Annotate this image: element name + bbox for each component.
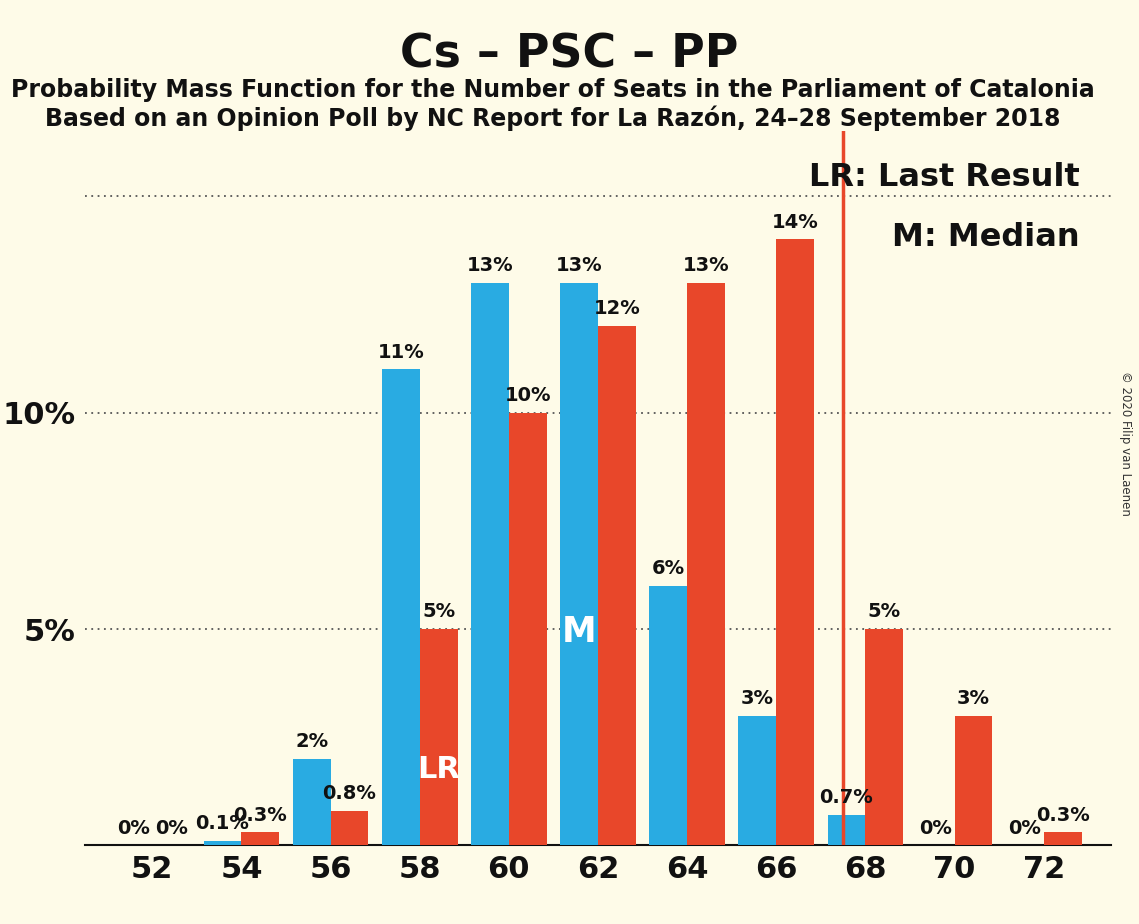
- Bar: [866, 629, 903, 845]
- Text: LR: Last Result: LR: Last Result: [809, 162, 1080, 192]
- Text: 0%: 0%: [1008, 819, 1041, 838]
- Text: M: M: [562, 614, 597, 649]
- Bar: [649, 586, 687, 845]
- Bar: [560, 283, 598, 845]
- Text: 13%: 13%: [556, 256, 603, 275]
- Bar: [330, 811, 368, 845]
- Text: 0.1%: 0.1%: [196, 814, 249, 833]
- Text: 2%: 2%: [295, 732, 328, 751]
- Bar: [777, 239, 814, 845]
- Bar: [204, 841, 241, 845]
- Bar: [738, 715, 777, 845]
- Bar: [598, 326, 636, 845]
- Text: 13%: 13%: [682, 256, 729, 275]
- Bar: [1043, 833, 1082, 845]
- Text: 10%: 10%: [505, 386, 551, 405]
- Bar: [470, 283, 509, 845]
- Text: 0.3%: 0.3%: [233, 806, 287, 825]
- Text: Cs – PSC – PP: Cs – PSC – PP: [400, 32, 739, 78]
- Bar: [293, 759, 330, 845]
- Text: 0%: 0%: [117, 819, 149, 838]
- Bar: [687, 283, 726, 845]
- Text: 0.7%: 0.7%: [820, 788, 874, 808]
- Text: 0%: 0%: [919, 819, 952, 838]
- Text: 0%: 0%: [155, 819, 188, 838]
- Text: 13%: 13%: [467, 256, 514, 275]
- Text: © 2020 Filip van Laenen: © 2020 Filip van Laenen: [1118, 371, 1132, 516]
- Bar: [419, 629, 458, 845]
- Text: 3%: 3%: [957, 688, 990, 708]
- Text: 5%: 5%: [868, 602, 901, 621]
- Text: 14%: 14%: [772, 213, 819, 232]
- Text: 0.8%: 0.8%: [322, 784, 376, 803]
- Bar: [509, 413, 547, 845]
- Bar: [954, 715, 992, 845]
- Bar: [828, 815, 866, 845]
- Text: Probability Mass Function for the Number of Seats in the Parliament of Catalonia: Probability Mass Function for the Number…: [10, 78, 1095, 102]
- Text: 5%: 5%: [423, 602, 456, 621]
- Text: M: Median: M: Median: [892, 222, 1080, 253]
- Text: LR: LR: [417, 755, 460, 784]
- Text: 6%: 6%: [652, 559, 685, 578]
- Text: 0.3%: 0.3%: [1035, 806, 1090, 825]
- Bar: [382, 370, 419, 845]
- Text: 12%: 12%: [593, 299, 640, 318]
- Text: 11%: 11%: [377, 343, 424, 361]
- Bar: [241, 833, 279, 845]
- Text: 3%: 3%: [740, 688, 773, 708]
- Text: Based on an Opinion Poll by NC Report for La Razón, 24–28 September 2018: Based on an Opinion Poll by NC Report fo…: [44, 105, 1060, 131]
